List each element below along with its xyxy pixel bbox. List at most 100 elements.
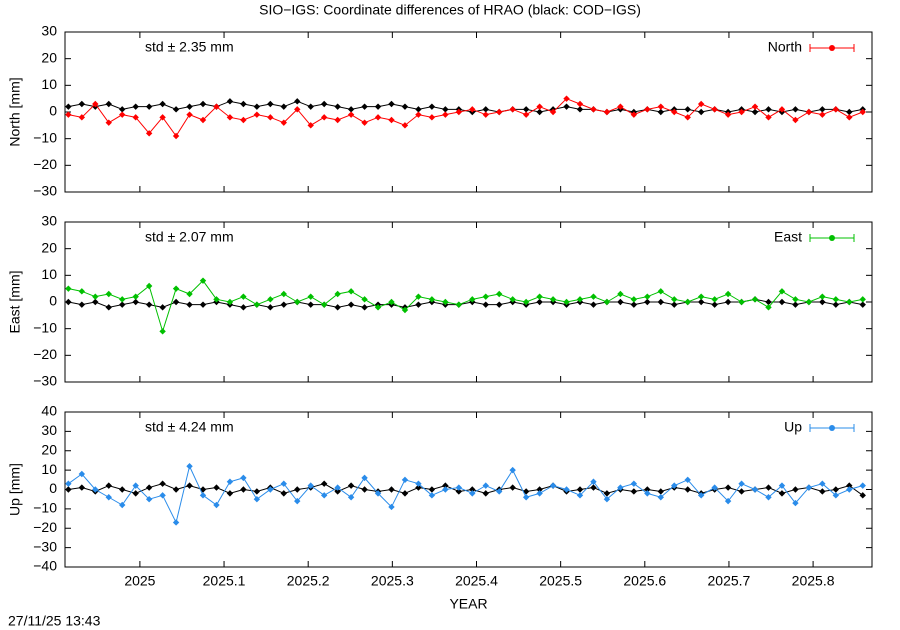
data-point (253, 111, 261, 118)
data-point (199, 486, 207, 493)
std-annotation: std ± 2.07 mm (145, 229, 234, 245)
data-point (415, 484, 422, 491)
series-line (68, 279, 863, 334)
data-point (159, 492, 166, 499)
data-point (65, 111, 72, 118)
data-point (92, 100, 99, 108)
data-point (724, 111, 732, 118)
series-line (68, 298, 863, 308)
data-point (226, 490, 234, 497)
data-point (536, 103, 543, 110)
data-point (226, 114, 234, 121)
data-point (65, 480, 72, 487)
data-point (361, 296, 368, 303)
data-point (522, 488, 530, 495)
data-point (105, 494, 112, 501)
data-point (199, 277, 207, 284)
data-point (819, 488, 826, 495)
data-point (644, 106, 651, 113)
data-point (765, 494, 772, 501)
data-point (172, 285, 180, 292)
data-point (428, 486, 436, 493)
data-point (603, 108, 611, 116)
data-point (805, 298, 813, 306)
data-point (186, 482, 193, 489)
data-point (657, 494, 664, 501)
data-point (697, 108, 705, 116)
data-point (724, 298, 732, 306)
y-tick-label: 0 (49, 293, 57, 309)
data-point (294, 106, 301, 113)
x-tick-label: 2025.7 (708, 573, 751, 589)
data-point (388, 100, 395, 108)
data-point (105, 119, 112, 126)
data-point (172, 132, 180, 140)
data-point (334, 304, 341, 311)
data-point (671, 482, 678, 489)
data-point (536, 486, 543, 493)
data-point (684, 486, 691, 493)
data-point (617, 298, 624, 306)
data-point (455, 108, 463, 116)
data-point (684, 298, 691, 306)
data-point (778, 482, 786, 489)
data-point (765, 304, 772, 311)
plot-border (64, 31, 873, 193)
data-point (832, 486, 840, 493)
data-point (132, 482, 139, 489)
data-point (280, 301, 287, 308)
y-tick-label: −30 (33, 373, 57, 389)
data-point (455, 301, 463, 308)
data-point (78, 288, 86, 295)
data-point (347, 106, 355, 113)
data-point (105, 482, 112, 489)
data-point (186, 463, 193, 470)
data-point (846, 298, 853, 306)
data-point (78, 301, 86, 308)
data-point (846, 486, 853, 493)
data-point (576, 296, 584, 303)
data-point (455, 488, 463, 495)
data-point (576, 100, 584, 108)
data-point (536, 298, 543, 306)
y-tick-label: −10 (33, 319, 57, 335)
data-point (563, 95, 570, 102)
data-point (307, 301, 314, 308)
legend-label: North (768, 39, 802, 55)
data-point (267, 114, 274, 121)
y-tick-label: −20 (33, 519, 57, 535)
data-point (697, 293, 705, 300)
data-point (536, 293, 543, 300)
data-point (132, 103, 139, 110)
data-point (644, 490, 651, 497)
data-point (805, 108, 813, 116)
data-point (388, 486, 395, 493)
data-point (105, 290, 112, 298)
data-point (186, 290, 193, 298)
data-point (145, 130, 153, 137)
data-point (697, 298, 705, 306)
data-point (536, 490, 543, 497)
data-point (172, 486, 180, 493)
data-point (374, 490, 382, 497)
data-point (199, 301, 207, 308)
data-point (832, 296, 840, 303)
data-point (253, 103, 261, 110)
data-point (751, 486, 759, 493)
data-point (657, 488, 664, 495)
legend-marker (829, 235, 835, 241)
data-point (711, 106, 718, 113)
y-axis-label: Up [mm] (7, 463, 23, 516)
data-point (684, 114, 691, 121)
data-point (805, 484, 813, 491)
data-point (361, 103, 368, 110)
data-point (509, 484, 516, 491)
data-point (765, 106, 772, 113)
data-point (617, 484, 624, 491)
data-point (509, 296, 516, 303)
data-point (320, 480, 328, 487)
data-point (159, 480, 166, 487)
data-point (159, 114, 166, 121)
data-point (482, 490, 489, 497)
